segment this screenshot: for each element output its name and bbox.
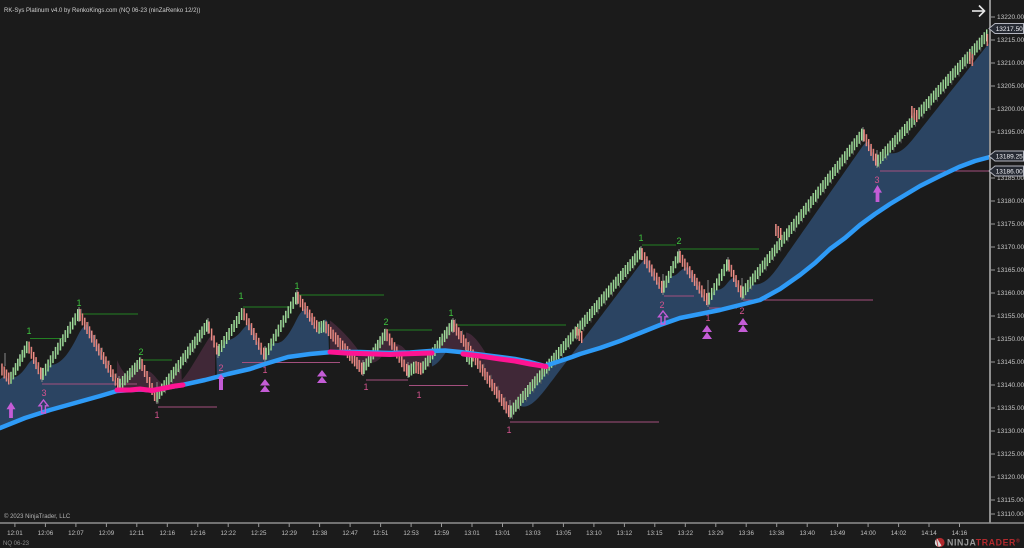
svg-text:13140.00: 13140.00 — [997, 382, 1024, 389]
svg-text:3: 3 — [41, 388, 46, 398]
svg-text:13:01: 13:01 — [464, 530, 480, 537]
svg-text:1: 1 — [294, 281, 299, 291]
svg-text:NINJATRADER®: NINJATRADER® — [947, 538, 1020, 548]
svg-text:12:38: 12:38 — [312, 530, 328, 537]
svg-text:13:49: 13:49 — [830, 530, 846, 537]
svg-text:13:12: 13:12 — [617, 530, 633, 537]
svg-text:14:16: 14:16 — [952, 530, 968, 537]
svg-text:13160.00: 13160.00 — [997, 290, 1024, 297]
svg-text:1: 1 — [262, 365, 267, 375]
svg-text:13:29: 13:29 — [708, 530, 724, 537]
svg-text:RK-Sys Platinum v4.0 by RenkoK: RK-Sys Platinum v4.0 by RenkoKings.com (… — [4, 8, 200, 14]
svg-text:© 2023 NinjaTrader, LLC: © 2023 NinjaTrader, LLC — [4, 513, 71, 520]
svg-text:13115.00: 13115.00 — [997, 497, 1024, 504]
svg-text:13:03: 13:03 — [525, 530, 541, 537]
svg-text:12:11: 12:11 — [129, 530, 145, 537]
svg-text:2: 2 — [659, 300, 664, 310]
svg-text:13195.00: 13195.00 — [997, 129, 1024, 136]
svg-text:14:02: 14:02 — [891, 530, 907, 537]
svg-text:12:16: 12:16 — [190, 530, 206, 537]
svg-text:13:38: 13:38 — [769, 530, 785, 537]
svg-text:13189.25: 13189.25 — [996, 153, 1023, 160]
svg-text:12:53: 12:53 — [403, 530, 419, 537]
svg-text:13150.00: 13150.00 — [997, 336, 1024, 343]
svg-text:13:22: 13:22 — [678, 530, 694, 537]
svg-text:13:01: 13:01 — [495, 530, 511, 537]
svg-text:13:36: 13:36 — [738, 530, 754, 537]
svg-text:13200.00: 13200.00 — [997, 106, 1024, 113]
svg-text:13:40: 13:40 — [799, 530, 815, 537]
svg-text:13:10: 13:10 — [586, 530, 602, 537]
svg-text:13:15: 13:15 — [647, 530, 663, 537]
svg-text:1: 1 — [506, 425, 511, 435]
svg-text:13215.00: 13215.00 — [997, 37, 1024, 44]
svg-text:13220.00: 13220.00 — [997, 14, 1024, 21]
svg-text:1: 1 — [154, 410, 159, 420]
svg-text:1: 1 — [363, 382, 368, 392]
svg-text:13185.00: 13185.00 — [997, 175, 1024, 182]
svg-text:14:00: 14:00 — [860, 530, 876, 537]
svg-text:13130.00: 13130.00 — [997, 428, 1024, 435]
svg-text:13210.00: 13210.00 — [997, 60, 1024, 67]
svg-text:13180.00: 13180.00 — [997, 198, 1024, 205]
svg-text:12:22: 12:22 — [220, 530, 236, 537]
svg-text:13135.00: 13135.00 — [997, 405, 1024, 412]
svg-text:13145.00: 13145.00 — [997, 359, 1024, 366]
svg-text:12:47: 12:47 — [342, 530, 358, 537]
svg-text:13217.50: 13217.50 — [996, 26, 1023, 33]
svg-text:13165.00: 13165.00 — [997, 267, 1024, 274]
svg-text:13110.00: 13110.00 — [997, 511, 1024, 518]
svg-text:13186.00: 13186.00 — [996, 168, 1023, 175]
svg-text:12:01: 12:01 — [7, 530, 23, 537]
svg-text:12:51: 12:51 — [373, 530, 389, 537]
svg-text:13155.00: 13155.00 — [997, 313, 1024, 320]
svg-text:13205.00: 13205.00 — [997, 83, 1024, 90]
svg-text:12:59: 12:59 — [434, 530, 450, 537]
svg-text:13170.00: 13170.00 — [997, 244, 1024, 251]
svg-text:1: 1 — [26, 326, 31, 336]
svg-text:2: 2 — [383, 317, 388, 327]
svg-text:13120.00: 13120.00 — [997, 474, 1024, 481]
svg-text:13175.00: 13175.00 — [997, 221, 1024, 228]
svg-text:3: 3 — [874, 175, 879, 185]
svg-text:13:05: 13:05 — [556, 530, 572, 537]
svg-text:2: 2 — [218, 363, 223, 373]
svg-text:12:07: 12:07 — [68, 530, 84, 537]
svg-text:1: 1 — [638, 233, 643, 243]
svg-text:NQ 06-23: NQ 06-23 — [3, 541, 30, 547]
svg-text:14:14: 14:14 — [921, 530, 937, 537]
svg-text:1: 1 — [76, 298, 81, 308]
svg-text:12:06: 12:06 — [38, 530, 54, 537]
svg-text:2: 2 — [676, 236, 681, 246]
svg-text:12:25: 12:25 — [251, 530, 267, 537]
svg-text:12:16: 12:16 — [160, 530, 176, 537]
svg-text:13125.00: 13125.00 — [997, 451, 1024, 458]
svg-text:12:09: 12:09 — [99, 530, 115, 537]
svg-text:2: 2 — [739, 306, 744, 316]
svg-text:2: 2 — [138, 347, 143, 357]
svg-text:1: 1 — [416, 390, 421, 400]
svg-text:12:29: 12:29 — [281, 530, 297, 537]
svg-text:1: 1 — [705, 313, 710, 323]
svg-text:1: 1 — [238, 291, 243, 301]
svg-text:1: 1 — [448, 308, 453, 318]
